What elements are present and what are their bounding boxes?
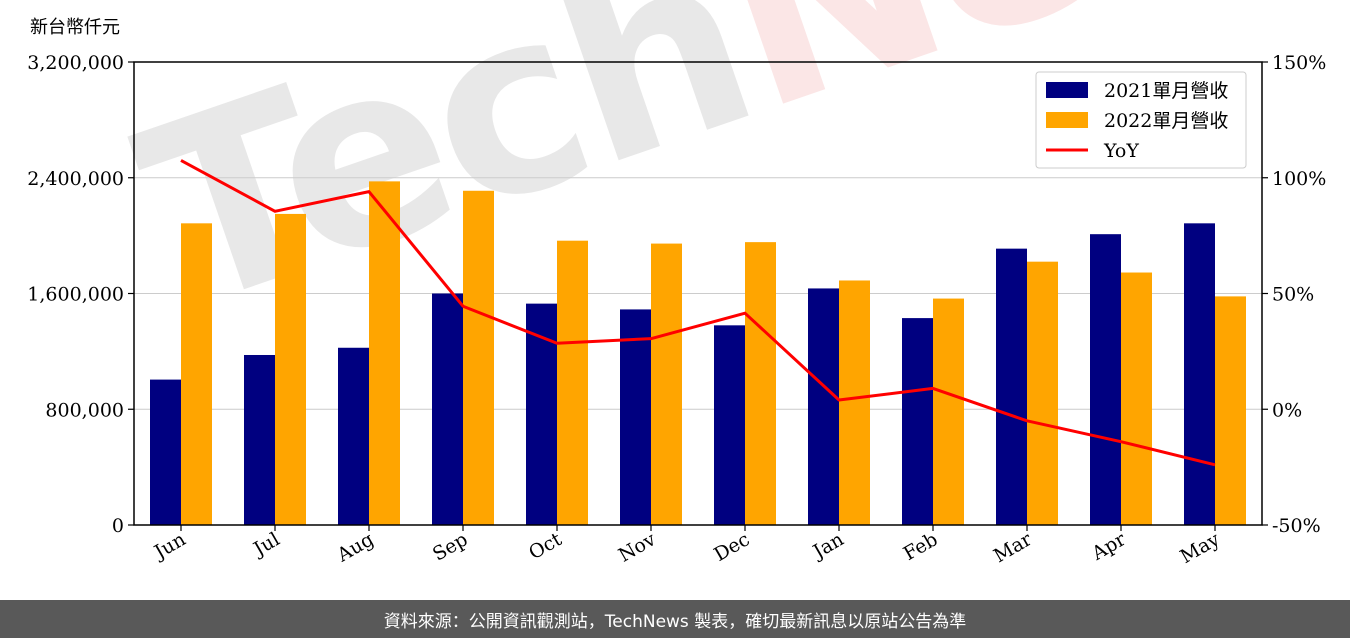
x-tick-label: Jan [808,528,848,564]
bar-2021 [338,347,369,525]
y-right-tick-label: 50% [1272,284,1314,306]
bar-2021 [902,318,933,525]
revenue-chart: 新台幣仟元 0 800,000 1,600,000 2,400,000 3,200,00… [27,17,1326,568]
x-tick-label: Jun [149,528,190,564]
bar-2022 [839,280,870,525]
y-left-tick-label: 0 [112,515,124,537]
bar-2022 [181,223,212,525]
x-tick-label: Oct [525,528,566,564]
x-tick-label: Feb [900,528,942,565]
x-tick-label: Dec [710,528,753,566]
legend-label: YoY [1103,140,1139,162]
bar-2021 [1090,234,1121,525]
legend: 2021單月營收 2022單月營收 YoY [1035,71,1247,169]
bar-2022 [933,298,964,525]
bar-2022 [651,243,682,525]
x-tick-label: Apr [1087,528,1130,565]
bar-2022 [369,181,400,525]
x-tick-label: Mar [990,528,1036,567]
legend-swatch [1046,112,1088,128]
legend-swatch [1046,82,1088,98]
source-footer: 資料來源：公開資訊觀測站，TechNews 製表，確切最新訊息以原站公告為準 [0,600,1350,638]
bar-2022 [1215,296,1246,525]
y-right-tick-label: 150% [1272,52,1326,74]
y-left-tick-label: 800,000 [45,399,124,421]
y-left-tick-label: 3,200,000 [27,52,124,74]
y-right-tick-label: -50% [1272,515,1321,537]
y-left-tick-label: 2,400,000 [27,168,124,190]
yoy-line-group [180,159,1216,467]
grid-lines [134,177,1262,410]
x-tick-label: Jul [248,528,283,561]
bar-2022 [1027,261,1058,525]
legend-box [1035,71,1247,169]
bar-2021 [150,379,181,525]
bar-2021 [244,354,275,525]
bar-2022 [557,240,588,525]
x-tick-label: May [1177,528,1224,568]
legend-label: 2022單月營收 [1104,110,1228,132]
bar-2022 [463,190,494,525]
x-tick-label: Sep [429,528,472,565]
y-right-tick-label: 0% [1272,399,1302,421]
bar-2021 [996,248,1027,525]
y-axis-unit-label: 新台幣仟元 [30,17,120,38]
bar-2022 [275,213,306,525]
bar-2021 [1184,223,1215,525]
legend-label: 2021單月營收 [1104,80,1228,102]
x-tick-label: Nov [615,528,660,567]
bar-2021 [432,293,463,525]
y-right-tick-label: 100% [1272,168,1326,190]
bar-2022 [745,242,776,526]
bar-2021 [808,288,839,525]
yoy-line [180,159,1216,467]
bar-2021 [714,325,745,525]
bars [150,181,1246,526]
y-left-tick-label: 1,600,000 [27,284,124,306]
bar-2021 [620,309,651,525]
bar-2022 [1121,272,1152,525]
footer-text: 資料來源：公開資訊觀測站，TechNews 製表，確切最新訊息以原站公告為準 [383,611,967,632]
x-tick-label: Aug [333,528,378,567]
